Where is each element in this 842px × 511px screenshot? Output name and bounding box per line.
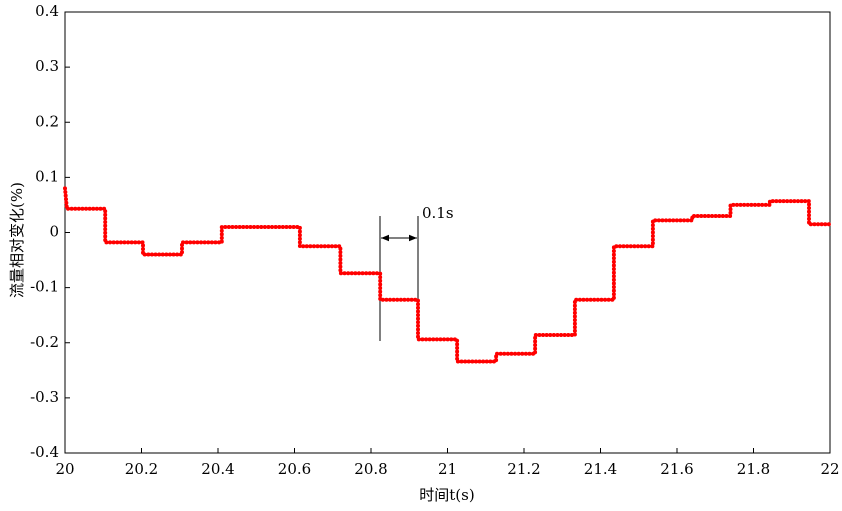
x-tick-label: 20: [55, 460, 74, 478]
x-tick-label: 21: [438, 460, 457, 478]
x-axis-label: 时间t(s): [419, 486, 474, 504]
x-tick-label: 20.2: [125, 460, 158, 478]
y-tick-label: 0: [49, 223, 59, 241]
y-tick-label: 0.1: [35, 167, 59, 185]
y-tick-label: -0.2: [30, 333, 59, 351]
y-tick-label: 0.4: [35, 2, 59, 20]
annotation: 0.1s: [422, 204, 454, 222]
x-tick-label: 20.4: [201, 460, 234, 478]
y-tick-label: 0.2: [35, 112, 59, 130]
y-tick-label: -0.4: [30, 443, 59, 461]
plot-frame: [64, 11, 831, 454]
y-tick-label: 0.3: [35, 57, 59, 75]
x-tick-label: 21.6: [660, 460, 693, 478]
x-tick-label: 21.2: [507, 460, 540, 478]
x-tick-label: 20.6: [278, 460, 311, 478]
y-tick-label: -0.3: [30, 388, 59, 406]
x-tick-label: 22: [820, 460, 839, 478]
y-tick-label: -0.1: [30, 278, 59, 296]
data-markers: [63, 186, 832, 364]
y-axis-label: 流量相对变化(%): [8, 182, 26, 298]
x-tick-label: 21.4: [584, 460, 617, 478]
x-tick-label: 20.8: [354, 460, 387, 478]
x-tick-label: 21.8: [737, 460, 770, 478]
